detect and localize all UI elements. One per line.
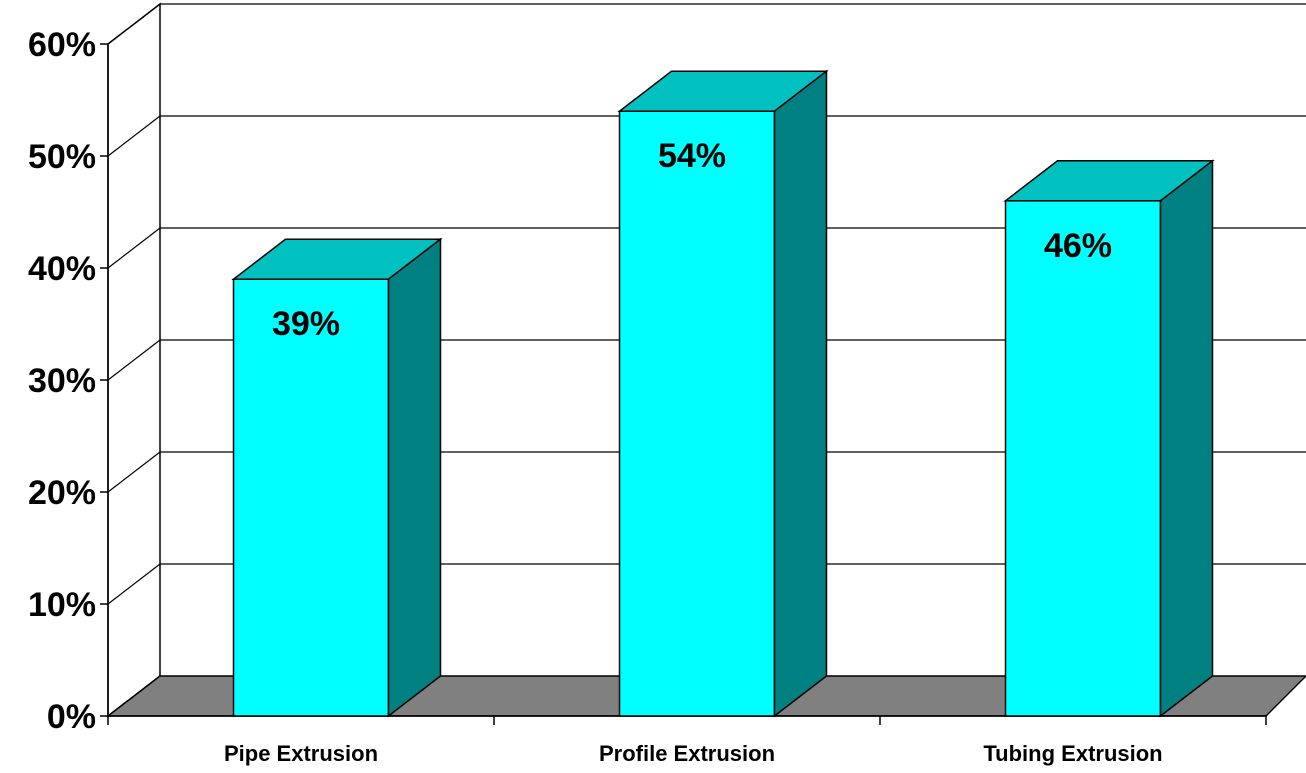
- y-tick-label: 30%: [28, 362, 96, 400]
- bar-side: [1159, 159, 1214, 718]
- gridline: [107, 563, 1306, 605]
- bar-side: [387, 237, 442, 718]
- data-label: 46%: [1044, 227, 1112, 265]
- y-tick-label: 0%: [47, 698, 96, 736]
- gridline: [107, 3, 1306, 45]
- y-tick-label: 50%: [28, 138, 96, 176]
- bar: [232, 278, 390, 717]
- gridline: [107, 339, 1306, 381]
- bar: [1004, 200, 1162, 717]
- gridline: [107, 451, 1306, 493]
- y-tick-label: 10%: [28, 586, 96, 624]
- x-tick-label: Profile Extrusion: [599, 741, 775, 766]
- labels: 0% 10% 20% 30% 40% 50% 60% 39% Pipe Extrusion 54%…: [28, 26, 1163, 766]
- data-label: 54%: [658, 137, 726, 175]
- y-tick-label: 20%: [28, 474, 96, 512]
- x-tick-label: Tubing Extrusion: [983, 741, 1162, 766]
- gridline: [107, 227, 1306, 269]
- y-tick-label: 40%: [28, 250, 96, 288]
- gridline: [107, 115, 1306, 157]
- data-label: 39%: [272, 305, 340, 343]
- bars: [231, 69, 1215, 718]
- y-tick-label: 60%: [28, 26, 96, 64]
- x-tick-label: Pipe Extrusion: [224, 741, 378, 766]
- bar-side: [773, 69, 828, 718]
- bar: [618, 110, 776, 717]
- gridlines: [107, 3, 1306, 605]
